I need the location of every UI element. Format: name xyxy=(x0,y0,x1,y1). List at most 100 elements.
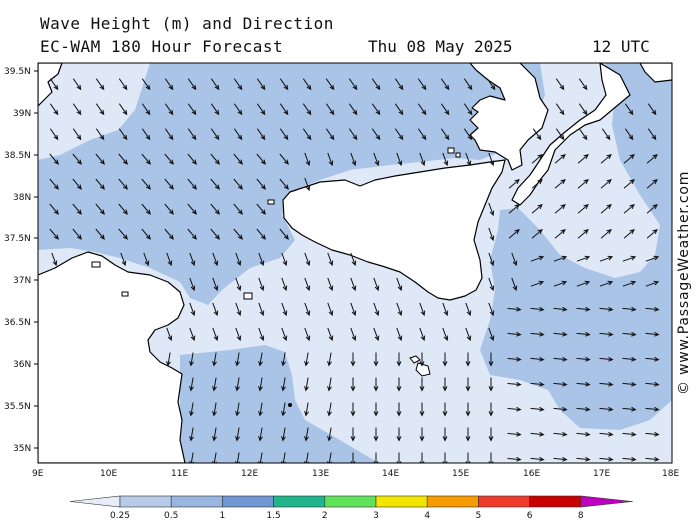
legend-label: 2 xyxy=(322,511,328,521)
legend-swatch xyxy=(69,495,121,508)
lon-label: 9E xyxy=(32,469,44,479)
italy-coast xyxy=(469,63,672,206)
wave-arrow xyxy=(258,302,265,317)
wave-arrow xyxy=(624,128,634,141)
wave-arrow xyxy=(553,456,568,462)
wave-arrow xyxy=(95,203,105,215)
wave-arrow xyxy=(233,128,243,141)
wave-arrow xyxy=(554,229,566,239)
wave-arrow xyxy=(302,128,312,141)
wave-arrow xyxy=(327,327,334,342)
wave-arrow xyxy=(187,128,197,141)
wave-arrow xyxy=(507,456,522,462)
wave-arrow xyxy=(419,402,425,417)
wave-arrow xyxy=(212,427,217,442)
wave-arrow xyxy=(72,103,82,116)
wave-arrow xyxy=(601,128,611,141)
wave-arrow xyxy=(530,331,545,337)
wave-arrow xyxy=(465,377,471,392)
lon-label: 15E xyxy=(452,469,469,479)
wave-arrow xyxy=(624,103,634,116)
wave-arrow xyxy=(141,228,151,240)
wave-arrow xyxy=(141,78,151,91)
wave-arrow xyxy=(164,128,174,141)
wave-arrow xyxy=(120,252,127,267)
legend-swatch xyxy=(170,495,223,508)
legend-swatch xyxy=(580,495,633,508)
wave-arrow xyxy=(187,153,197,165)
forecast-time: 12 UTC xyxy=(592,37,650,56)
wave-arrow xyxy=(189,277,196,292)
wave-arrow xyxy=(304,377,309,392)
wave-arrow xyxy=(419,352,425,367)
wave-arrow xyxy=(511,252,518,267)
wave-arrow xyxy=(646,154,658,164)
wave-arrow xyxy=(258,377,263,392)
wave-arrow xyxy=(553,331,568,337)
wave-arrow xyxy=(417,128,427,141)
wave-arrow xyxy=(210,103,220,116)
wave-arrow xyxy=(465,152,472,167)
wave-arrow xyxy=(166,327,173,342)
africa-coast xyxy=(38,251,186,463)
wave-arrow xyxy=(327,302,334,317)
forecast-date: Thu 08 May 2025 xyxy=(368,37,513,56)
wave-arrow xyxy=(327,377,332,392)
wave-arrow xyxy=(210,128,220,141)
wave-arrow xyxy=(95,178,105,190)
wave-arrow xyxy=(258,352,263,367)
wave-arrow xyxy=(599,431,614,437)
wave-arrow xyxy=(281,277,288,292)
wave-arrow xyxy=(553,280,568,287)
wave-arrow xyxy=(530,356,545,362)
wave-arrow xyxy=(623,204,635,214)
wave-arrow xyxy=(555,103,565,116)
wave-arrow xyxy=(49,103,59,116)
wave-band-north xyxy=(38,63,545,305)
legend-swatch xyxy=(222,495,274,508)
wave-arrow xyxy=(396,302,403,317)
wave-arrow xyxy=(599,280,614,287)
wave-arrow xyxy=(645,356,660,362)
wave-arrow xyxy=(622,456,637,462)
malta-island xyxy=(415,362,431,377)
wave-arrow xyxy=(465,302,472,317)
wave-arrow xyxy=(622,356,637,362)
lat-label: 36.5N xyxy=(4,318,31,328)
wave-arrow xyxy=(350,302,357,317)
model-label: EC-WAM 180 Hour Forecast xyxy=(40,37,284,56)
wave-arrow xyxy=(327,402,332,417)
wave-arrow xyxy=(143,252,150,267)
wave-arrow xyxy=(465,427,471,442)
lon-label: 13E xyxy=(312,469,329,479)
wave-arrow xyxy=(486,78,496,91)
wave-arrow xyxy=(463,128,473,141)
wave-arrow xyxy=(488,152,495,167)
wave-arrow xyxy=(600,154,612,164)
wave-arrow xyxy=(465,352,471,367)
wave-arrow xyxy=(576,331,591,337)
wave-arrow xyxy=(212,352,217,367)
wave-arrow xyxy=(141,178,151,190)
wave-arrow xyxy=(442,402,448,417)
wave-arrow xyxy=(304,427,309,442)
lon-label: 10E xyxy=(100,469,117,479)
wave-arrow xyxy=(576,406,591,412)
lon-axis: 9E 10E 11E 12E 13E 14E 15E 16E 17E 18E xyxy=(32,469,679,479)
wave-arrow xyxy=(235,377,240,392)
wave-arrow xyxy=(233,153,243,165)
wave-arrow xyxy=(210,78,220,91)
wave-arrow xyxy=(396,402,402,417)
wave-arrow xyxy=(554,154,566,164)
wave-arrow xyxy=(189,327,196,342)
wave-arrow xyxy=(507,406,522,412)
wave-arrow xyxy=(531,229,543,239)
wave-arrow xyxy=(189,302,196,317)
wave-arrow xyxy=(189,352,194,367)
wave-arrow xyxy=(281,352,286,367)
wave-arrow xyxy=(118,128,128,141)
wave-arrow xyxy=(258,252,265,267)
wave-arrow xyxy=(304,352,309,367)
wave-arrow xyxy=(233,203,243,215)
wave-arrow xyxy=(166,352,171,367)
